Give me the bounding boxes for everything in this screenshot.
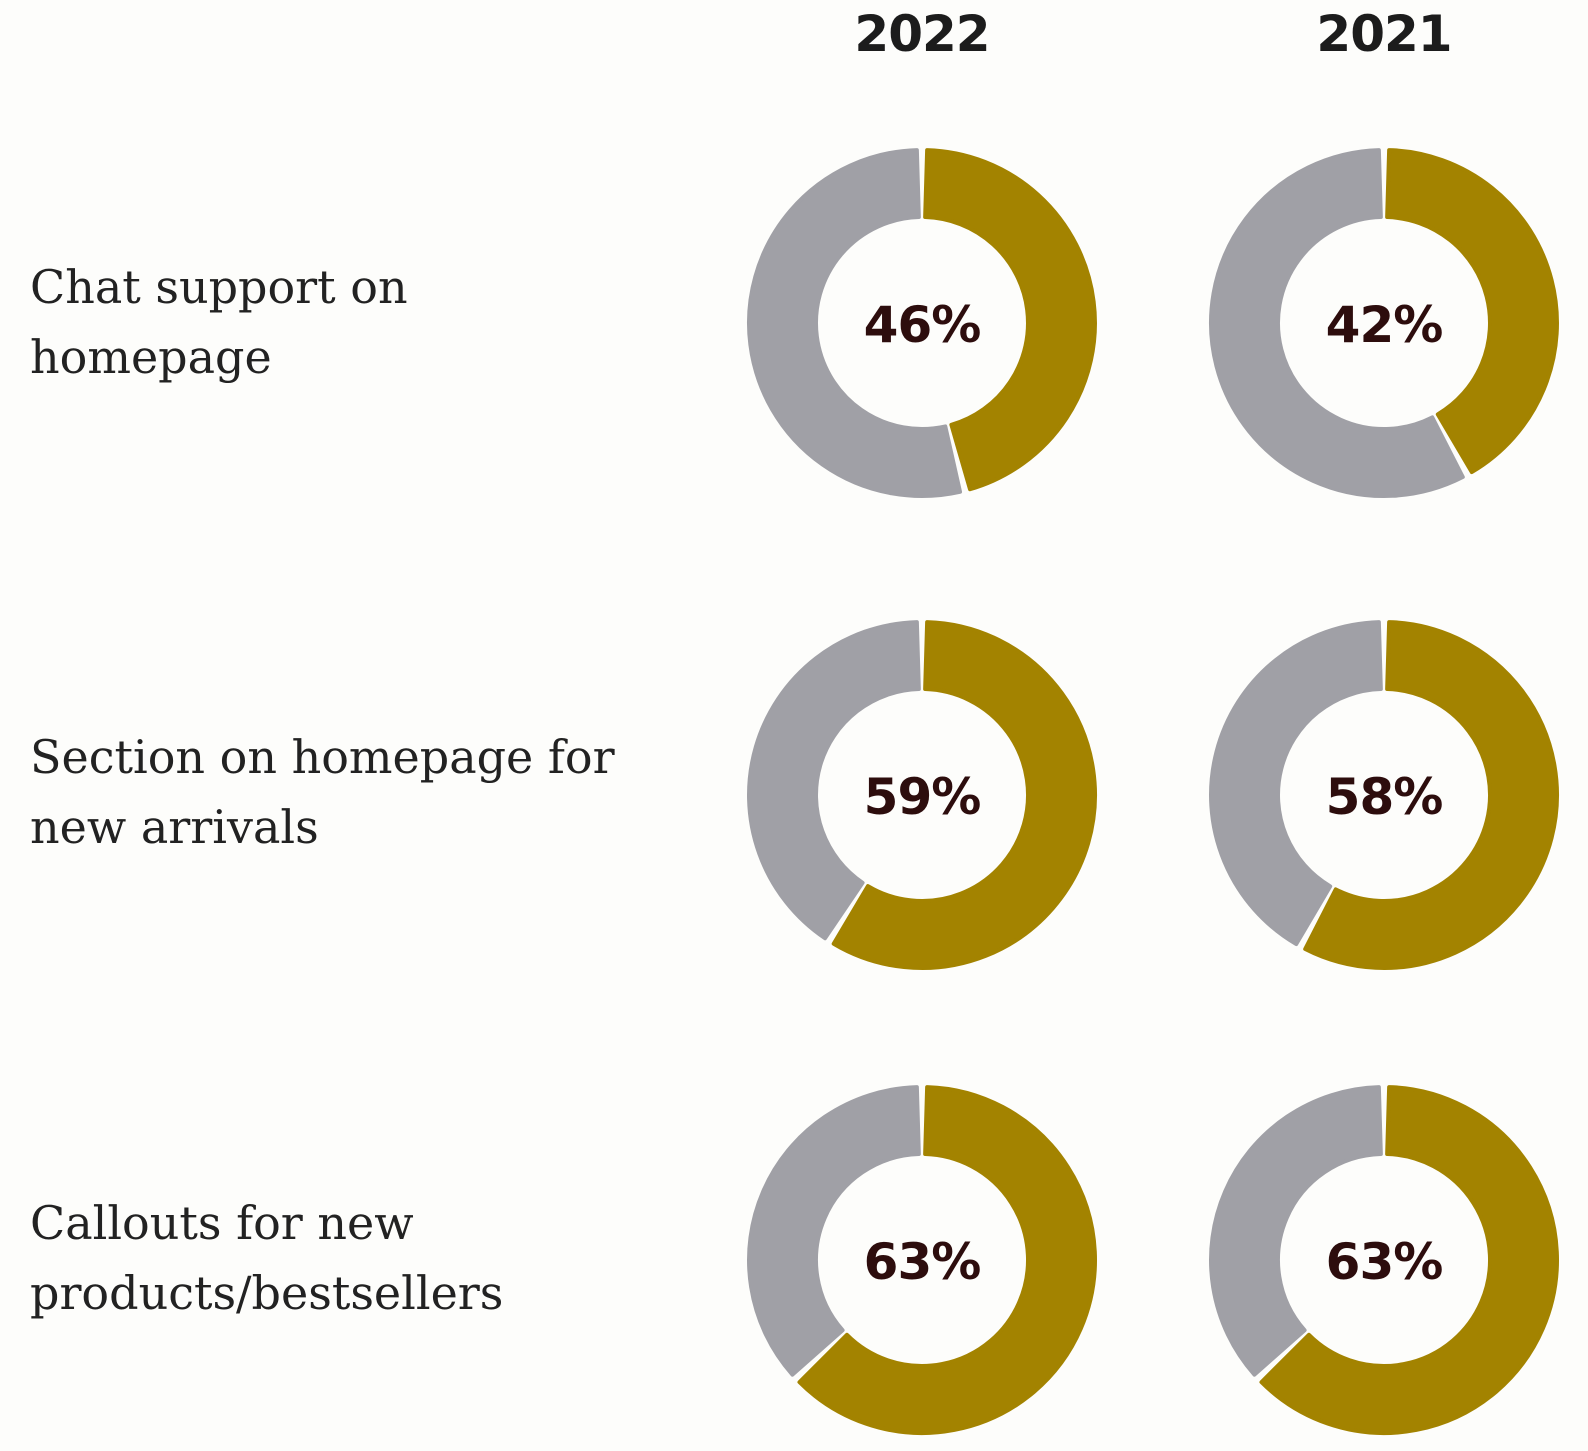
donut-value-label: 63% [1326,1233,1443,1291]
donut-value-slice [1303,620,1559,970]
donut-remainder-slice [747,1085,921,1377]
donut-value-label: 58% [1326,768,1443,826]
donut-value-label: 63% [864,1233,981,1291]
row-label-callouts: Callouts for new products/bestsellers [30,1196,504,1320]
donut-remainder-slice [747,620,921,941]
row-label-chat-support: Chat support on homepage [30,260,408,384]
donut-remainder-slice [1209,148,1465,498]
donut-remainder-slice [1209,620,1383,947]
donut-remainder-slice [747,148,963,498]
donut-value-slice [1259,1085,1559,1435]
donut-value-label: 46% [864,296,981,354]
donut-remainder-slice [1209,1085,1383,1377]
donut-value-slice [923,148,1097,492]
donut-value-label: 42% [1326,296,1443,354]
column-header-2022: 2022 [854,5,990,63]
column-header-2021: 2021 [1316,5,1452,63]
donut-value-slice [1385,148,1559,475]
donut-value-slice [797,1085,1097,1435]
donut-value-label: 59% [864,768,981,826]
donut-value-slice [831,620,1097,970]
row-label-new-arrivals: Section on homepage for new arrivals [30,730,615,854]
